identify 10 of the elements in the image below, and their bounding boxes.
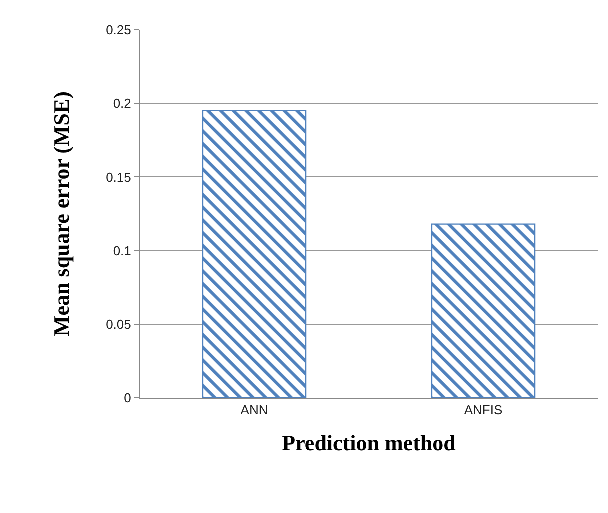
x-tick-label: ANFIS: [464, 402, 503, 418]
y-tick-label: 0.15: [106, 170, 132, 185]
y-tick-label: 0.2: [113, 96, 132, 112]
y-axis-title: Mean square error (MSE): [48, 91, 74, 337]
y-tick-label: 0: [124, 390, 132, 406]
y-tick-label: 0.1: [113, 243, 132, 258]
x-tick-label: ANN: [240, 402, 268, 418]
x-axis-title: Prediction method: [282, 430, 456, 456]
y-tick-label: 0.25: [106, 22, 132, 38]
y-tick-label: 0.05: [106, 316, 132, 332]
